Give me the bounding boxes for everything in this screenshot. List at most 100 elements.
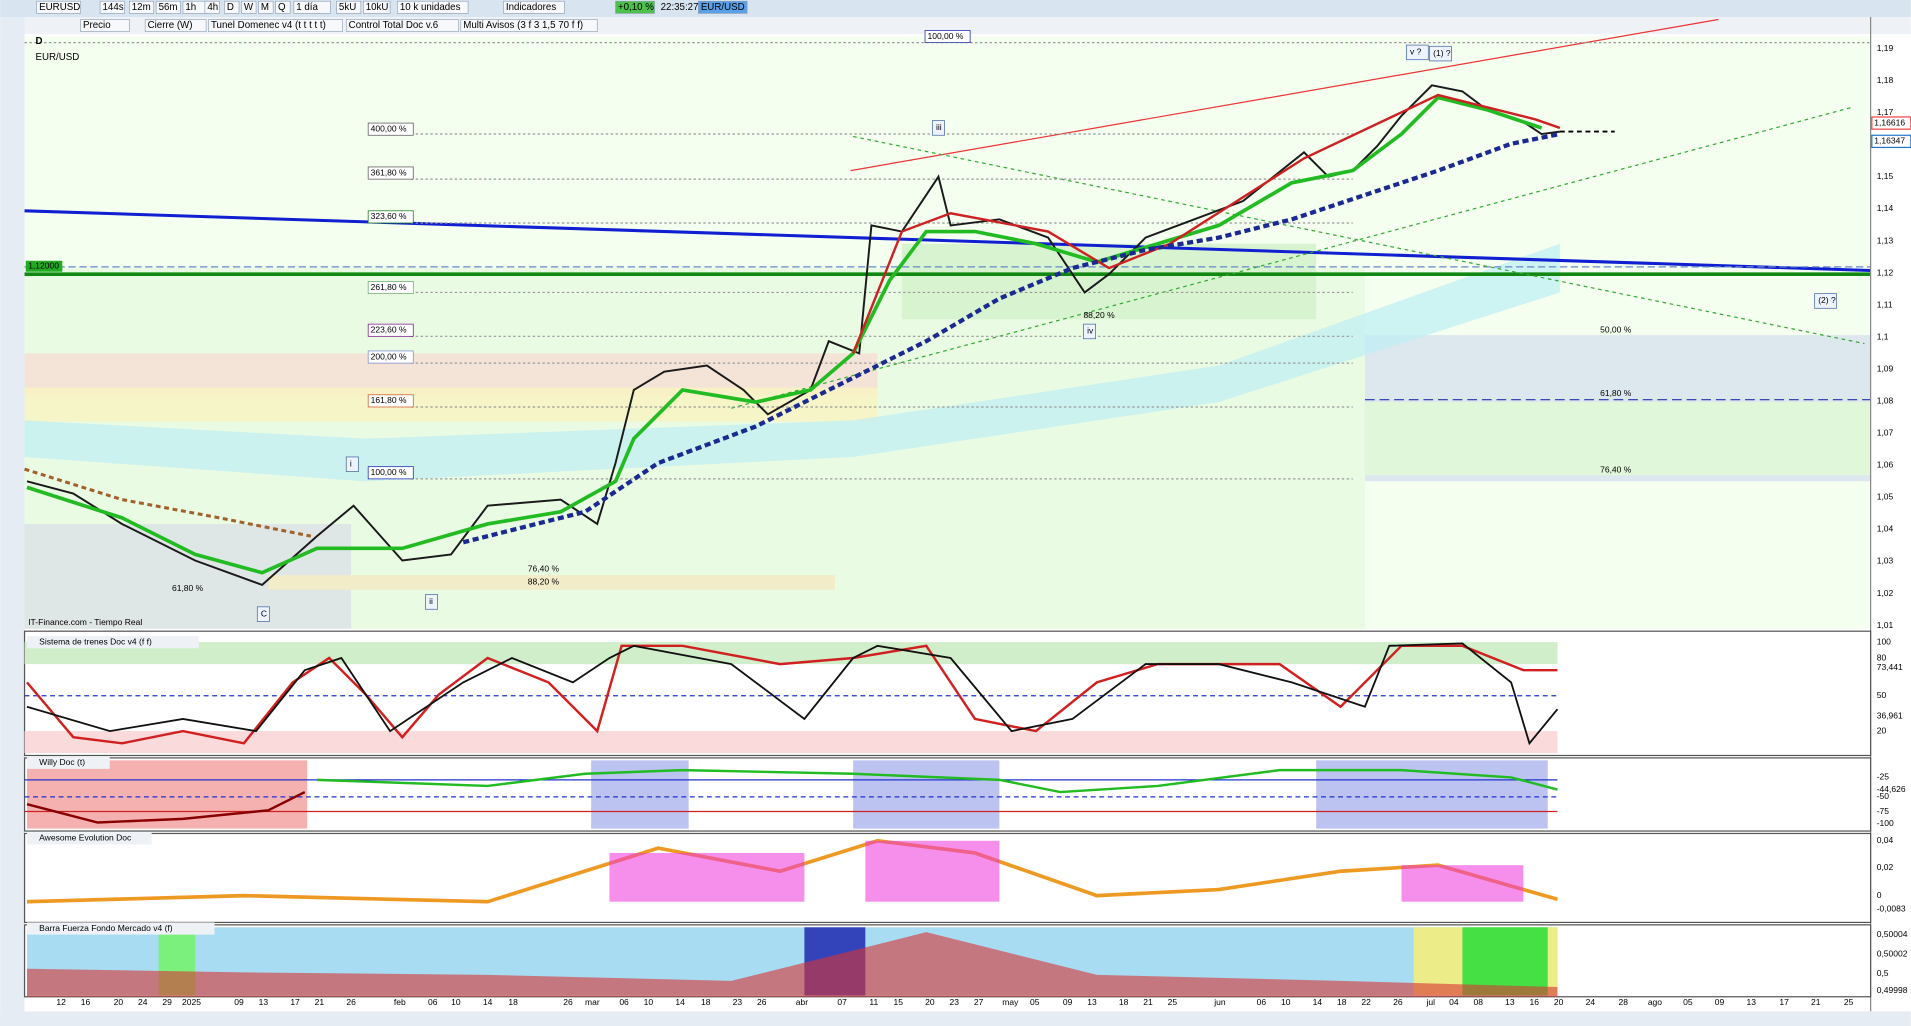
fib-label-bg — [367, 122, 414, 136]
panel-value-tag: -0,0083 — [1877, 903, 1906, 913]
date-label: 25 — [1168, 997, 1178, 1007]
symbol-label: EUR/USD — [36, 52, 80, 63]
panel-title: Sistema de trenes Doc v4 (f f) — [39, 636, 152, 646]
fib-label-bg — [924, 30, 971, 44]
date-label: 22 — [1361, 997, 1371, 1007]
panel-value-tag: -44,626 — [1877, 784, 1906, 794]
wave-label: C — [261, 608, 267, 618]
period-selector[interactable]: 1 día — [296, 2, 318, 13]
units-button-bg[interactable] — [336, 0, 362, 14]
wave-label-bg — [345, 456, 359, 472]
indicator-legend[interactable]: Control Total Doc v.6 — [349, 20, 438, 31]
date-label: 04 — [1449, 997, 1459, 1007]
fib-label: 223,60 % — [371, 324, 407, 334]
units-selector[interactable]: 10 k unidades — [400, 2, 461, 13]
date-label: 23 — [733, 997, 743, 1007]
date-label: 09 — [1063, 997, 1073, 1007]
price-axis-label: 1,09 — [1877, 363, 1894, 373]
panel-value-tag: 73,441 — [1877, 662, 1903, 672]
date-label: 27 — [974, 997, 984, 1007]
fib-label-bg — [367, 210, 414, 224]
symbol-selector-bg[interactable] — [36, 0, 81, 14]
date-label: 13 — [1746, 997, 1756, 1007]
indicator-legend-bg[interactable] — [80, 19, 130, 32]
date-label: 23 — [950, 997, 960, 1007]
date-label: 10 — [451, 997, 461, 1007]
timeframe-button[interactable]: 1h — [185, 2, 196, 13]
clock: 22:35:27 — [661, 2, 699, 13]
timeframe-button[interactable]: Q — [278, 2, 286, 13]
fib-label-bg — [367, 350, 414, 364]
wave-label-bg — [1814, 293, 1837, 309]
date-label: 14 — [675, 997, 685, 1007]
indicator-legend[interactable]: Cierre (W) — [148, 20, 193, 31]
fib-label: 100,00 % — [927, 31, 963, 41]
date-label: 14 — [1313, 997, 1323, 1007]
timeframe-button[interactable]: 56m — [159, 2, 178, 13]
fib-label-bg — [367, 166, 414, 180]
timeframe-button-bg[interactable] — [224, 0, 240, 14]
change-badge-bg[interactable] — [615, 0, 655, 14]
timeframe-button-bg[interactable] — [275, 0, 291, 14]
indicator-legend[interactable]: Tunel Domenec v4 (t t t t t) — [211, 20, 326, 31]
indicator-legend-bg[interactable] — [345, 19, 459, 32]
timeframe-button[interactable]: 12m — [132, 2, 151, 13]
wave-label: iv — [1087, 326, 1094, 336]
date-label: 20 — [1554, 997, 1564, 1007]
fib-label: 76,40 % — [528, 563, 560, 573]
date-label: jun — [1213, 997, 1226, 1007]
change-badge[interactable]: +0,10 % — [618, 2, 654, 13]
fib-label: 361,80 % — [371, 167, 407, 177]
timeframe-button-bg[interactable] — [155, 0, 181, 14]
indicator-legend[interactable]: Precio — [83, 20, 111, 31]
timeframe-button-bg[interactable] — [99, 0, 125, 14]
date-label: 21 — [1143, 997, 1153, 1007]
wave-label: iii — [936, 122, 942, 132]
units-selector-bg[interactable] — [397, 0, 469, 14]
units-button[interactable]: 10kU — [366, 2, 389, 13]
date-label: 17 — [290, 997, 300, 1007]
date-label: abr — [796, 997, 808, 1007]
timeframe-button[interactable]: D — [227, 2, 234, 13]
timeframe-button[interactable]: W — [244, 2, 254, 13]
panel-scale-label: 0,04 — [1877, 835, 1894, 845]
level-tag: 1,12000 — [28, 260, 59, 270]
price-axis-label: 1,18 — [1877, 75, 1894, 85]
indicator-legend-bg[interactable] — [460, 19, 598, 32]
timeframe-button-bg[interactable] — [129, 0, 155, 14]
fib-label: 100,00 % — [371, 467, 407, 477]
instrument-badge-bg[interactable] — [698, 0, 748, 14]
panel-scale-label: 80 — [1877, 652, 1887, 662]
price-axis-label: 1,14 — [1877, 203, 1894, 213]
timeframe-button-bg[interactable] — [258, 0, 274, 14]
panel-scale-label: 20 — [1877, 725, 1887, 735]
date-label: 15 — [893, 997, 903, 1007]
date-label: 18 — [1119, 997, 1129, 1007]
date-label: 05 — [1683, 997, 1693, 1007]
instrument-badge[interactable]: EUR/USD — [701, 2, 745, 13]
timeframe-button[interactable]: M — [261, 2, 269, 13]
price-axis-label: 1,01 — [1877, 620, 1894, 630]
date-label: 24 — [1586, 997, 1596, 1007]
fib-label: 50,00 % — [1600, 324, 1632, 334]
fib-label: 76,40 % — [1600, 465, 1632, 475]
units-button-bg[interactable] — [362, 0, 391, 14]
timeframe-button[interactable]: 4h — [207, 2, 218, 13]
units-button[interactable]: 5kU — [339, 2, 356, 13]
symbol-selector[interactable]: EURUSD — [39, 2, 80, 13]
timeframe-button-bg[interactable] — [204, 0, 220, 14]
period-selector-bg[interactable] — [293, 0, 331, 14]
fib-label: 161,80 % — [371, 395, 407, 405]
date-label: 16 — [1530, 997, 1540, 1007]
date-label: 06 — [1257, 997, 1267, 1007]
indicator-legend-bg[interactable] — [144, 19, 207, 32]
timeframe-button-bg[interactable] — [241, 0, 257, 14]
fib-label: 61,80 % — [172, 583, 204, 593]
timeframe-button[interactable]: 144s — [103, 2, 124, 13]
indicator-legend[interactable]: Multi Avisos (3 f 3 1,5 70 f f) — [463, 20, 583, 31]
wave-label: (1) ? — [1433, 48, 1451, 58]
wave-label-bg — [931, 120, 945, 136]
indicator-legend-bg[interactable] — [208, 19, 343, 32]
indicators-button[interactable]: Indicadores — [506, 2, 556, 13]
indicators-button-bg[interactable] — [503, 0, 565, 14]
